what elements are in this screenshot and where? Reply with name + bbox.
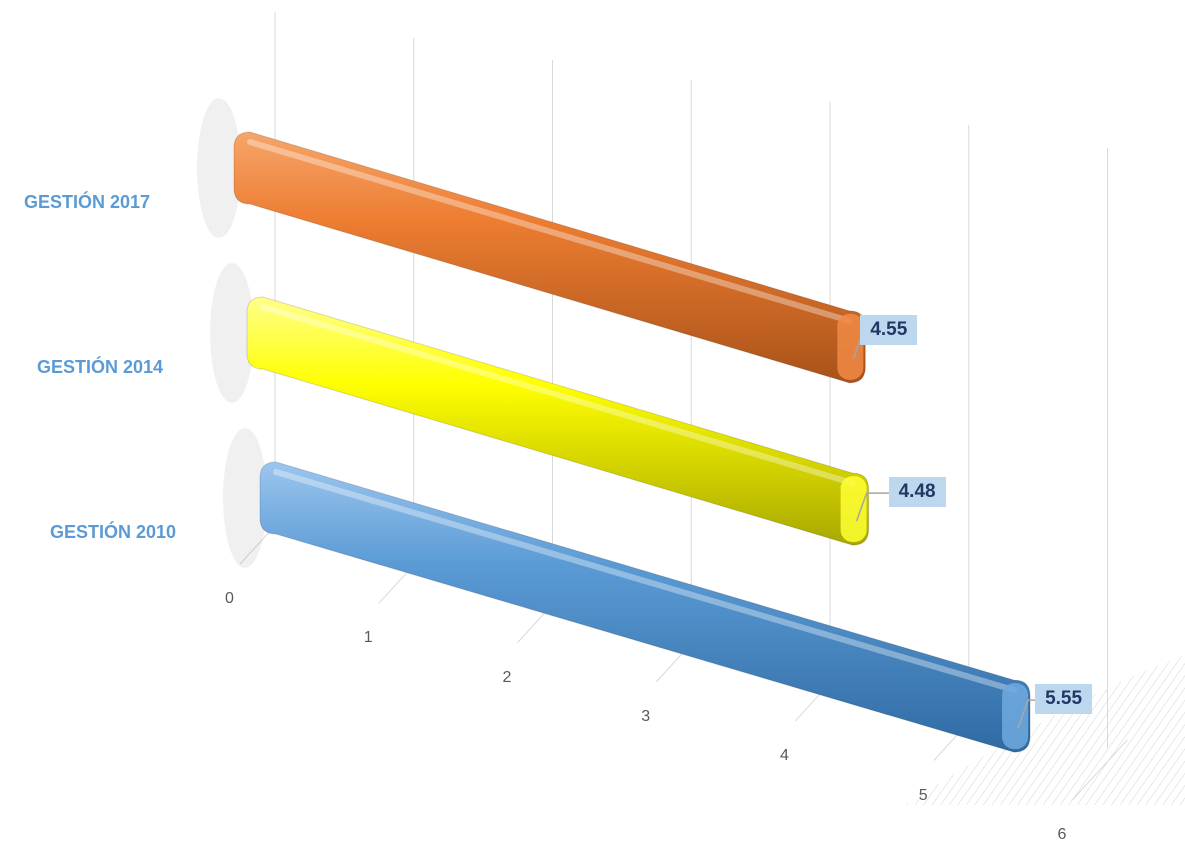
data-label: 5.55	[1035, 684, 1093, 715]
bar-end-cap	[837, 313, 864, 380]
category-label: GESTIÓN 2010	[50, 522, 177, 542]
corner-hatch-decoration	[905, 655, 1185, 805]
bar-highlight	[273, 469, 1018, 694]
bar-end-cap	[840, 476, 867, 543]
bar-gesti-n-2014	[246, 296, 870, 546]
x-tick-label: 0	[225, 590, 234, 607]
bar-shadow	[197, 98, 241, 238]
bar-shadow	[223, 428, 267, 568]
x-tick-label: 3	[641, 707, 651, 725]
category-label: GESTIÓN 2014	[37, 357, 164, 377]
hatch-shape	[905, 655, 1185, 805]
leader-line	[1017, 699, 1038, 729]
bars-group	[197, 98, 1031, 753]
gridlines	[274, 12, 1108, 748]
bar-shadow	[210, 263, 254, 403]
data-label: 4.48	[888, 477, 946, 508]
leader-line	[855, 492, 891, 522]
bar-highlight	[260, 304, 856, 487]
bar-highlight	[247, 139, 853, 324]
bar-end-cap	[1002, 683, 1029, 750]
bar-chart	[197, 12, 1185, 805]
x-tick-label: 4	[780, 747, 789, 765]
category-label: GESTIÓN 2017	[24, 192, 151, 212]
x-tick-label: 6	[1057, 825, 1067, 843]
data-label: 4.55	[860, 314, 918, 345]
bar-gesti-n-2010	[259, 461, 1031, 753]
floor-line	[1072, 739, 1128, 801]
x-tick-label: 2	[502, 668, 512, 686]
x-tick-label: 5	[918, 786, 928, 804]
x-tick-label: 1	[363, 629, 373, 647]
